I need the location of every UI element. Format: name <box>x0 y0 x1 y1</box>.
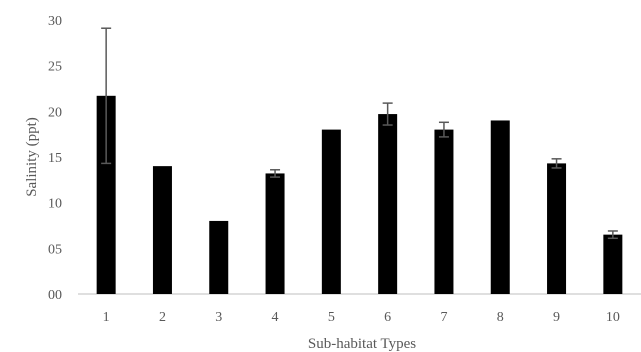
error-bar-10 <box>607 230 618 240</box>
x-tick-label-5: 5 <box>328 310 335 325</box>
y-tick-label: 15 <box>48 151 62 166</box>
x-tick-label-10: 10 <box>606 310 620 325</box>
y-tick-label: 00 <box>48 288 62 303</box>
y-tick-label: 05 <box>48 242 62 257</box>
x-tick-label-1: 1 <box>103 310 110 325</box>
bar-9 <box>547 163 567 294</box>
x-tick-label-9: 9 <box>553 310 560 325</box>
bar-10 <box>603 234 623 294</box>
x-tick-label-7: 7 <box>440 310 447 325</box>
x-axis-ticks: 1 2 3 4 5 6 7 8 9 10 <box>103 310 620 325</box>
error-bar-1 <box>101 27 112 165</box>
y-axis-ticks: 00 05 10 15 20 25 30 <box>48 14 62 303</box>
error-bar-9 <box>551 158 562 169</box>
y-tick-label: 25 <box>48 60 62 75</box>
error-bars-group <box>101 27 618 240</box>
y-tick-label: 30 <box>48 14 62 29</box>
x-tick-label-4: 4 <box>272 310 279 325</box>
x-tick-label-6: 6 <box>384 310 391 325</box>
y-axis-label: Salinity (ppt) <box>24 117 40 197</box>
error-bar-6 <box>382 102 393 126</box>
bar-2 <box>152 166 172 294</box>
bar-1 <box>96 95 116 294</box>
y-tick-label: 10 <box>48 197 62 212</box>
bar-3 <box>209 220 229 294</box>
bar-4 <box>265 173 285 294</box>
bar-5 <box>321 129 341 294</box>
x-tick-label-3: 3 <box>215 310 222 325</box>
x-axis-label: Sub-habitat Types <box>308 336 416 352</box>
bar-6 <box>378 114 398 294</box>
bar-7 <box>434 129 454 294</box>
bars-group <box>96 95 623 294</box>
bar-8 <box>490 120 510 294</box>
error-bar-4 <box>270 169 281 178</box>
x-tick-label-2: 2 <box>159 310 166 325</box>
y-tick-label: 20 <box>48 105 62 120</box>
x-tick-label-8: 8 <box>497 310 504 325</box>
error-bar-7 <box>438 121 449 138</box>
